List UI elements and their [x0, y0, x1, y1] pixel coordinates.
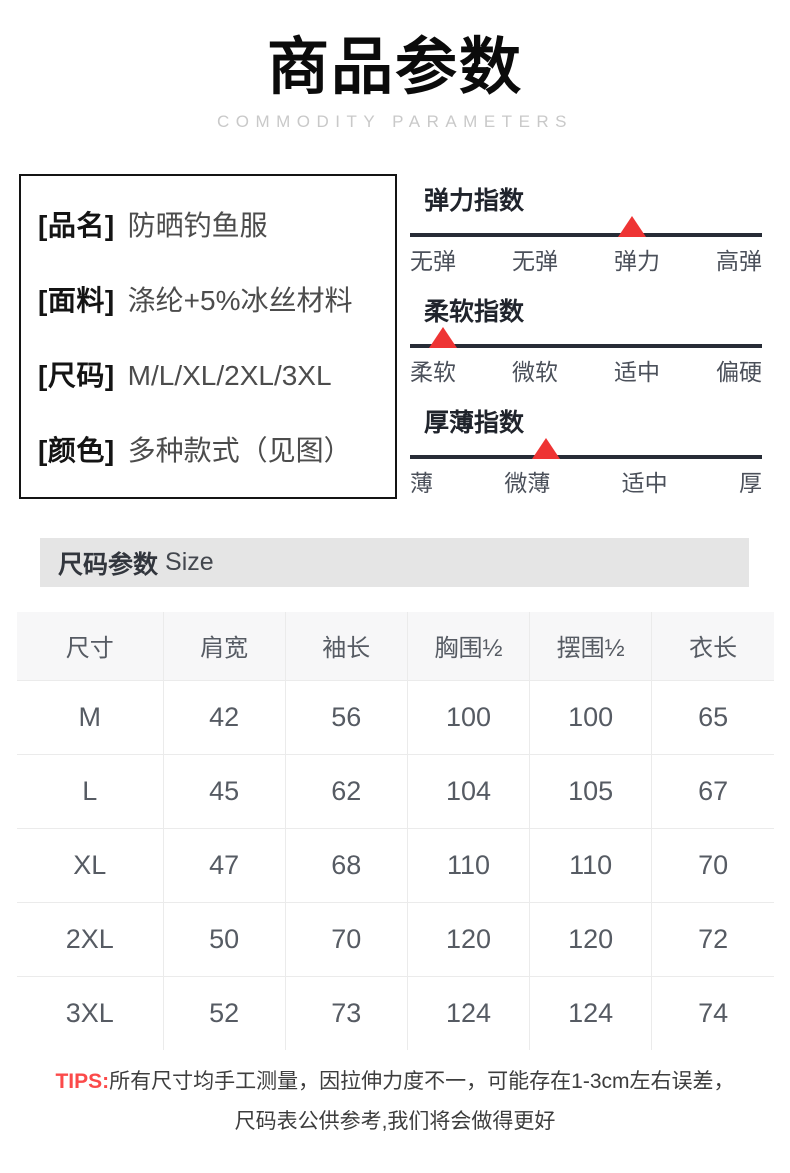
size-label: [尺码] — [38, 360, 115, 392]
scale-label: 无弹 — [512, 248, 558, 274]
table-cell: 2XL — [17, 901, 163, 976]
scale-label: 偏硬 — [716, 359, 762, 385]
table-header-cell: 肩宽 — [162, 612, 286, 680]
tips-line-2: 尺码表公供参考,我们将会做得更好 — [234, 1110, 556, 1133]
table-cell: 47 — [162, 827, 286, 902]
table-cell: 45 — [162, 753, 286, 828]
table-cell: 70 — [651, 827, 774, 902]
table-cell: 67 — [651, 753, 774, 828]
softness-scale-line — [410, 327, 762, 348]
size-table: 尺寸 肩宽 袖长 胸围½ 摆围½ 衣长 M 42 56 100 100 65 L 45 62 104 105 67… — [17, 612, 774, 1050]
tips-label: TIPS: — [55, 1070, 110, 1093]
table-cell: 105 — [529, 753, 652, 828]
table-cell: XL — [17, 827, 163, 902]
elasticity-scale-line — [410, 216, 762, 237]
color-value: 多种款式（见图） — [127, 435, 352, 467]
thickness-index-title: 厚薄指数 — [424, 409, 525, 437]
table-cell: 72 — [651, 901, 774, 976]
index-group-thickness: 厚薄指数 薄 微薄 适中 厚 — [410, 408, 762, 498]
index-group-elasticity: 弹力指数 无弹 无弹 弹力 高弹 — [410, 186, 762, 276]
table-header-cell: 摆围½ — [529, 612, 652, 680]
table-cell: M — [17, 679, 163, 754]
table-header-row: 尺寸 肩宽 袖长 胸围½ 摆围½ 衣长 — [17, 612, 774, 680]
elasticity-scale-labels: 无弹 无弹 弹力 高弹 — [410, 246, 762, 276]
scale-label: 柔软 — [410, 359, 456, 385]
table-cell: 73 — [284, 975, 408, 1050]
table-cell: 100 — [529, 679, 652, 754]
size-section-title: 尺码参数 — [58, 550, 159, 579]
product-info-row: [品名] 防晒钓鱼服 — [38, 204, 395, 244]
table-cell: 42 — [162, 679, 286, 754]
page-subtitle: COMMODITY PARAMETERS — [216, 112, 574, 132]
table-cell: 50 — [162, 901, 286, 976]
table-row: 2XL 50 70 120 120 72 — [17, 901, 774, 976]
product-info-box: [品名] 防晒钓鱼服 [面料] 涤纶+5%冰丝材料 [尺码] M/L/XL/2X… — [19, 174, 397, 499]
table-cell: 120 — [406, 901, 530, 976]
thickness-scale-labels: 薄 微薄 适中 厚 — [410, 468, 762, 498]
table-header-cell: 衣长 — [651, 612, 774, 680]
size-section-title-en: Size — [165, 548, 214, 576]
table-cell: 124 — [529, 975, 652, 1050]
tips: TIPS:所有尺寸均手工测量，因拉伸力度不一，可能存在1-3cm左右误差， 尺码… — [0, 1062, 790, 1142]
table-cell: L — [17, 753, 163, 828]
table-cell: 62 — [284, 753, 408, 828]
table-cell: 110 — [406, 827, 530, 902]
table-cell: 100 — [406, 679, 530, 754]
table-cell: 124 — [406, 975, 530, 1050]
table-cell: 104 — [406, 753, 530, 828]
table-row: M 42 56 100 100 65 — [17, 679, 774, 754]
marker-triangle-icon — [429, 327, 458, 348]
table-row: 3XL 52 73 124 124 74 — [17, 975, 774, 1050]
table-cell: 70 — [284, 901, 408, 976]
color-label: [颜色] — [38, 435, 115, 467]
tips-line-1: TIPS:所有尺寸均手工测量，因拉伸力度不一，可能存在1-3cm左右误差， — [0, 1062, 790, 1102]
scale-label: 微薄 — [504, 470, 551, 496]
product-info-row: [面料] 涤纶+5%冰丝材料 — [38, 279, 395, 319]
scale-label: 适中 — [614, 359, 660, 385]
marker-triangle-icon — [531, 438, 560, 459]
page-title: 商品参数 — [266, 33, 523, 102]
table-header-cell: 尺寸 — [17, 612, 163, 680]
table-cell: 120 — [529, 901, 652, 976]
product-name-label: [品名] — [38, 209, 115, 241]
scale-label: 薄 — [410, 470, 433, 496]
thickness-scale-line — [410, 438, 762, 459]
table-row: XL 47 68 110 110 70 — [17, 827, 774, 902]
table-header-cell: 袖长 — [284, 612, 408, 680]
table-cell: 52 — [162, 975, 286, 1050]
size-value: M/L/XL/2XL/3XL — [127, 360, 332, 392]
title-block: 商品参数 COMMODITY PARAMETERS — [0, 33, 790, 132]
table-header-cell: 胸围½ — [406, 612, 530, 680]
table-cell: 3XL — [17, 975, 163, 1050]
table-cell: 68 — [284, 827, 408, 902]
size-section-header: 尺码参数 Size — [40, 538, 749, 587]
tips-text-1: 所有尺寸均手工测量，因拉伸力度不一，可能存在1-3cm左右误差， — [109, 1070, 735, 1093]
table-row: L 45 62 104 105 67 — [17, 753, 774, 828]
scale-label: 弹力 — [614, 248, 660, 274]
table-cell: 65 — [651, 679, 774, 754]
product-info-row: [颜色] 多种款式（见图） — [38, 429, 395, 469]
table-cell: 110 — [529, 827, 652, 902]
marker-triangle-icon — [617, 216, 646, 237]
elasticity-index-title: 弹力指数 — [424, 187, 525, 215]
scale-label: 适中 — [621, 470, 668, 496]
table-cell: 74 — [651, 975, 774, 1050]
softness-scale-labels: 柔软 微软 适中 偏硬 — [410, 357, 762, 387]
product-name-value: 防晒钓鱼服 — [127, 209, 268, 241]
fabric-label: [面料] — [38, 284, 115, 316]
product-info-row: [尺码] M/L/XL/2XL/3XL — [38, 354, 395, 394]
scale-label: 微软 — [512, 359, 558, 385]
softness-index-title: 柔软指数 — [424, 298, 525, 326]
index-group-softness: 柔软指数 柔软 微软 适中 偏硬 — [410, 297, 762, 387]
scale-label: 无弹 — [410, 248, 456, 274]
index-panel: 弹力指数 无弹 无弹 弹力 高弹 柔软指数 柔软 微软 适中 偏硬 — [410, 186, 762, 519]
scale-label: 厚 — [738, 470, 762, 496]
table-cell: 56 — [284, 679, 408, 754]
fabric-value: 涤纶+5%冰丝材料 — [127, 284, 353, 316]
scale-label: 高弹 — [716, 248, 762, 274]
